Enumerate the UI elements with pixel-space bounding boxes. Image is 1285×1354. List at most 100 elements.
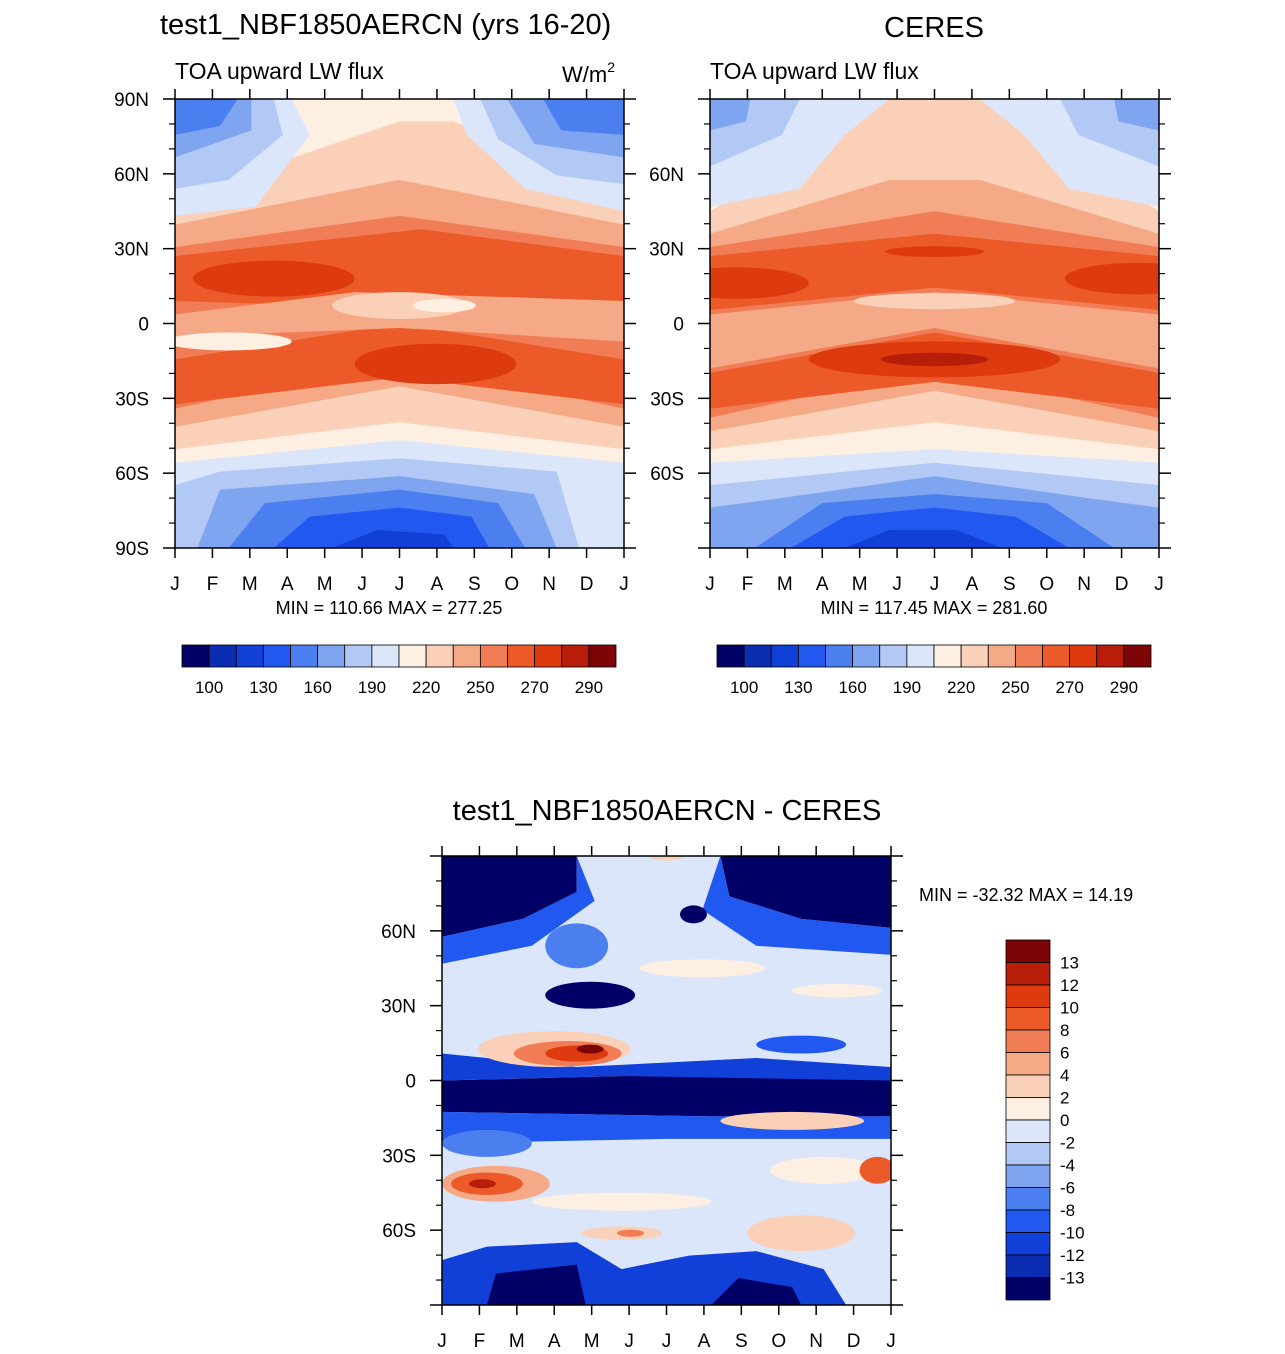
contour-blob bbox=[354, 343, 517, 385]
colorbar-box bbox=[1069, 644, 1098, 668]
colorbar-box bbox=[1005, 1277, 1051, 1301]
colorbar-box bbox=[743, 644, 772, 668]
colorbar-box bbox=[1005, 1232, 1051, 1256]
x-tick-label: J bbox=[662, 1331, 672, 1352]
y-tick-label: 30S bbox=[650, 389, 684, 410]
y-tick-label: 60S bbox=[650, 464, 684, 485]
x-tick-label: J bbox=[892, 574, 902, 595]
x-tick-label: J bbox=[357, 574, 367, 595]
x-tick-label: J bbox=[437, 1331, 447, 1352]
contour-blob bbox=[545, 981, 636, 1009]
colorbar-box bbox=[1005, 1074, 1051, 1098]
colorbar-box bbox=[1005, 1164, 1051, 1188]
colorbar-label: 130 bbox=[249, 678, 277, 697]
x-tick-label: A bbox=[548, 1331, 561, 1352]
colorbar-box bbox=[181, 644, 210, 668]
obs-colorbar: 100 130 160 190 220 250 270 290 bbox=[716, 644, 1152, 697]
x-tick-label: J bbox=[930, 574, 940, 595]
colorbar-label: -6 bbox=[1060, 1179, 1075, 1198]
contour-band bbox=[790, 507, 1070, 548]
contour-blob bbox=[219, 267, 310, 290]
y-tick-label: 0 bbox=[405, 1072, 416, 1093]
colorbar-box bbox=[1042, 644, 1071, 668]
contour-blob bbox=[531, 1192, 712, 1211]
contour-blob bbox=[545, 923, 609, 969]
contour-blob bbox=[880, 352, 989, 367]
colorbar-box bbox=[1005, 1029, 1051, 1053]
x-tick-label: J bbox=[395, 574, 405, 595]
contour-band bbox=[543, 99, 624, 135]
y-tick-label: 0 bbox=[138, 315, 149, 336]
diff-colorbar: 13 12 10 8 6 4 2 0 -2 -4 -6 -8 -10 -12 -13 bbox=[1005, 939, 1085, 1301]
colorbar-box bbox=[452, 644, 481, 668]
contour-blob bbox=[442, 1129, 532, 1157]
contour-blob bbox=[332, 292, 467, 320]
y-tick-label: 60S bbox=[115, 464, 149, 485]
y-tick-label: 60S bbox=[382, 1221, 416, 1242]
x-tick-label: A bbox=[966, 574, 979, 595]
contour-blob bbox=[468, 1179, 496, 1189]
obs-contour-field bbox=[710, 99, 1159, 548]
x-tick-label: F bbox=[207, 574, 219, 595]
contour-band bbox=[710, 292, 1159, 369]
x-tick-label: N bbox=[809, 1331, 823, 1352]
colorbar-label: 160 bbox=[303, 678, 331, 697]
colorbar-label: -2 bbox=[1060, 1134, 1075, 1153]
contour-band bbox=[332, 530, 454, 548]
colorbar-box bbox=[1005, 1007, 1051, 1031]
model-colorbar: 100 130 160 190 220 250 270 290 bbox=[181, 644, 617, 697]
colorbar-box bbox=[1005, 1142, 1051, 1166]
x-tick-label: A bbox=[431, 574, 444, 595]
colorbar-box bbox=[561, 644, 590, 668]
colorbar-box bbox=[235, 644, 264, 668]
x-tick-label: A bbox=[698, 1331, 711, 1352]
colorbar-box bbox=[852, 644, 881, 668]
contour-blob bbox=[679, 905, 707, 924]
contour-blob bbox=[412, 298, 476, 313]
model-minmax: MIN = 110.66 MAX = 277.25 bbox=[276, 598, 503, 618]
contour-blob bbox=[576, 1044, 604, 1054]
contour-band bbox=[175, 99, 238, 135]
x-tick-label: M bbox=[777, 574, 793, 595]
contour-blob bbox=[639, 959, 766, 978]
contour-blob bbox=[720, 1111, 865, 1130]
colorbar-box bbox=[1005, 1187, 1051, 1211]
model-contour-field bbox=[175, 99, 624, 548]
x-tick-label: J bbox=[619, 574, 629, 595]
contour-band bbox=[442, 856, 577, 937]
contour-band bbox=[1114, 99, 1159, 131]
colorbar-box bbox=[797, 644, 826, 668]
contour-blob bbox=[175, 332, 292, 351]
colorbar-label: 290 bbox=[575, 678, 603, 697]
x-tick-label: O bbox=[1039, 574, 1054, 595]
x-tick-label: J bbox=[1154, 574, 1164, 595]
colorbar-box bbox=[425, 644, 454, 668]
colorbar-label: 130 bbox=[784, 678, 812, 697]
x-tick-label: M bbox=[242, 574, 258, 595]
contour-blob bbox=[769, 1156, 878, 1184]
y-tick-label: 30N bbox=[114, 240, 149, 261]
colorbar-box bbox=[262, 644, 291, 668]
x-tick-label: J bbox=[705, 574, 715, 595]
x-tick-label: S bbox=[735, 1331, 748, 1352]
colorbar-label: 160 bbox=[838, 678, 866, 697]
contour-blob bbox=[859, 1156, 891, 1184]
obs-minmax: MIN = 117.45 MAX = 281.60 bbox=[821, 598, 1048, 618]
colorbar-label: 10 bbox=[1060, 999, 1079, 1018]
y-tick-label: 60N bbox=[381, 922, 416, 943]
x-tick-label: D bbox=[1115, 574, 1129, 595]
diff-axis-ticks: J F M A M J J A S O N D J 60N 30N 0 30S 60S bbox=[381, 846, 903, 1352]
contour-band bbox=[486, 1264, 586, 1305]
colorbar-label: 270 bbox=[1055, 678, 1083, 697]
colorbar-box bbox=[933, 644, 962, 668]
y-tick-label: 30S bbox=[382, 1146, 416, 1167]
y-tick-label: 30N bbox=[381, 997, 416, 1018]
model-title: test1_NBF1850AERCN (yrs 16-20) bbox=[160, 9, 611, 41]
colorbar-box bbox=[879, 644, 908, 668]
colorbar-label: -10 bbox=[1060, 1224, 1085, 1243]
colorbar-label: 2 bbox=[1060, 1089, 1069, 1108]
colorbar-box bbox=[770, 644, 799, 668]
y-tick-label: 90S bbox=[115, 539, 149, 560]
x-tick-label: N bbox=[542, 574, 556, 595]
colorbar-box bbox=[1005, 1052, 1051, 1076]
